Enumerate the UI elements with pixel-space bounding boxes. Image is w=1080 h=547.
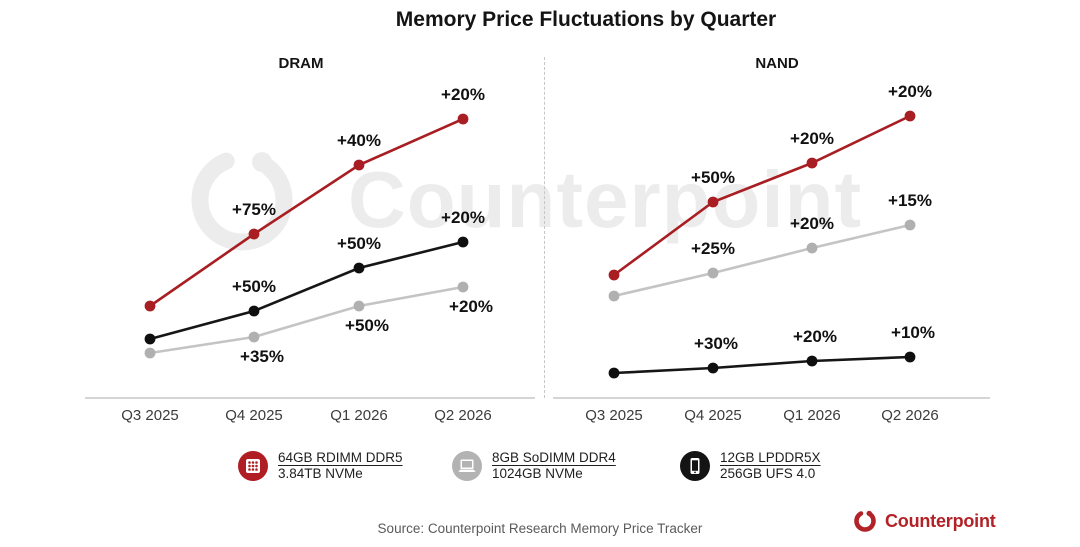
- data-point-label: +35%: [240, 347, 284, 366]
- data-point-marker: [806, 242, 818, 254]
- data-point-marker: [904, 110, 916, 122]
- legend-label-primary: 8GB SoDIMM DDR4: [492, 450, 616, 465]
- data-point-label: +75%: [232, 200, 276, 219]
- data-point-marker: [144, 347, 156, 359]
- memory-chip-icon: [238, 451, 268, 481]
- data-point-label: +40%: [337, 131, 381, 150]
- panel-title-dram: DRAM: [278, 55, 324, 72]
- data-point-label: +20%: [790, 129, 834, 148]
- brand-logo: Counterpoint: [852, 508, 996, 534]
- nand-chart-panel: +50% +20% +20% +25% +20% +15% +30% +20% +10% Q3 2…: [550, 80, 1040, 455]
- series-line-256gb-ufs-4-0: [613, 355, 911, 375]
- series-line-3-84tb-nvme: [613, 114, 911, 277]
- data-point-marker: [608, 269, 620, 281]
- data-point-label: +30%: [694, 334, 738, 353]
- brand-name: Counterpoint: [885, 510, 996, 531]
- smartphone-icon: [680, 451, 710, 481]
- legend-label-primary: 64GB RDIMM DDR5: [278, 450, 403, 465]
- laptop-glyph: [458, 459, 476, 472]
- data-point-marker: [707, 267, 719, 279]
- data-point-marker: [904, 351, 916, 363]
- data-point-label: +20%: [888, 82, 932, 101]
- x-axis-tick-label: Q3 2025: [585, 407, 643, 424]
- legend-label-secondary: 256GB UFS 4.0: [720, 466, 816, 481]
- x-axis-tick-label: Q1 2026: [783, 407, 841, 424]
- x-axis-tick-label: Q1 2026: [330, 407, 388, 424]
- legend-label-primary: 12GB LPDDR5X: [720, 450, 821, 465]
- legend-item-lpddr5x: 12GB LPDDR5X 256GB UFS 4.0: [680, 450, 821, 482]
- legend-item-rdimm-ddr5: 64GB RDIMM DDR5 3.84TB NVMe: [238, 450, 403, 482]
- panel-title-nand: NAND: [755, 55, 799, 72]
- data-point-label: +20%: [793, 327, 837, 346]
- data-point-label: +20%: [449, 297, 493, 316]
- x-axis-tick-label: Q4 2025: [684, 407, 742, 424]
- smartphone-glyph: [690, 458, 700, 474]
- data-point-marker: [353, 262, 365, 274]
- data-point-marker: [457, 113, 469, 125]
- data-point-marker: [608, 367, 620, 379]
- data-point-label: +50%: [345, 316, 389, 335]
- x-axis-tick-label: Q2 2026: [434, 407, 492, 424]
- data-point-marker: [806, 355, 818, 367]
- dram-chart-panel: +75% +40% +20% +50% +50% +20% +35% +50% +20% Q3 2…: [60, 80, 550, 455]
- data-point-marker: [248, 228, 260, 240]
- data-point-label: +50%: [232, 277, 276, 296]
- legend-item-sodimm-ddr4: 8GB SoDIMM DDR4 1024GB NVMe: [452, 450, 616, 482]
- data-point-label: +20%: [790, 214, 834, 233]
- laptop-icon: [452, 451, 482, 481]
- data-point-marker: [144, 333, 156, 345]
- data-point-marker: [144, 300, 156, 312]
- data-point-label: +50%: [337, 234, 381, 253]
- data-point-label: +20%: [441, 85, 485, 104]
- x-axis-tick-label: Q3 2025: [121, 407, 179, 424]
- panel-divider: [544, 57, 545, 398]
- data-point-marker: [608, 290, 620, 302]
- data-point-label: +15%: [888, 191, 932, 210]
- x-axis-tick-label: Q4 2025: [225, 407, 283, 424]
- legend-label-secondary: 1024GB NVMe: [492, 466, 583, 481]
- series-line-64gb-rdimm-ddr5: [149, 117, 464, 308]
- data-point-marker: [806, 157, 818, 169]
- legend-label-secondary: 3.84TB NVMe: [278, 466, 363, 481]
- data-point-marker: [353, 159, 365, 171]
- data-point-label: +20%: [441, 208, 485, 227]
- data-point-marker: [457, 281, 469, 293]
- data-point-marker: [248, 331, 260, 343]
- series-line-12gb-lpddr5x: [149, 240, 464, 341]
- data-point-marker: [904, 219, 916, 231]
- legend: 64GB RDIMM DDR5 3.84TB NVMe 8GB SoDIMM D…: [0, 450, 1080, 485]
- data-point-marker: [457, 236, 469, 248]
- data-point-label: +25%: [691, 239, 735, 258]
- data-point-marker: [707, 362, 719, 374]
- data-point-marker: [707, 196, 719, 208]
- data-point-marker: [353, 300, 365, 312]
- dram-plot-canvas: [85, 113, 535, 399]
- data-point-marker: [248, 305, 260, 317]
- series-line-8gb-sodimm-ddr4: [149, 285, 464, 355]
- series-line-1024gb-nvme: [613, 223, 911, 298]
- memory-chip-glyph: [246, 459, 260, 473]
- data-point-label: +50%: [691, 168, 735, 187]
- counterpoint-logo-icon: [854, 510, 876, 532]
- x-axis-tick-label: Q2 2026: [881, 407, 939, 424]
- source-text: Source: Counterpoint Research Memory Pri…: [377, 521, 703, 536]
- data-point-label: +10%: [891, 323, 935, 342]
- chart-title: Memory Price Fluctuations by Quarter: [395, 8, 777, 31]
- nand-plot-canvas: [553, 110, 990, 399]
